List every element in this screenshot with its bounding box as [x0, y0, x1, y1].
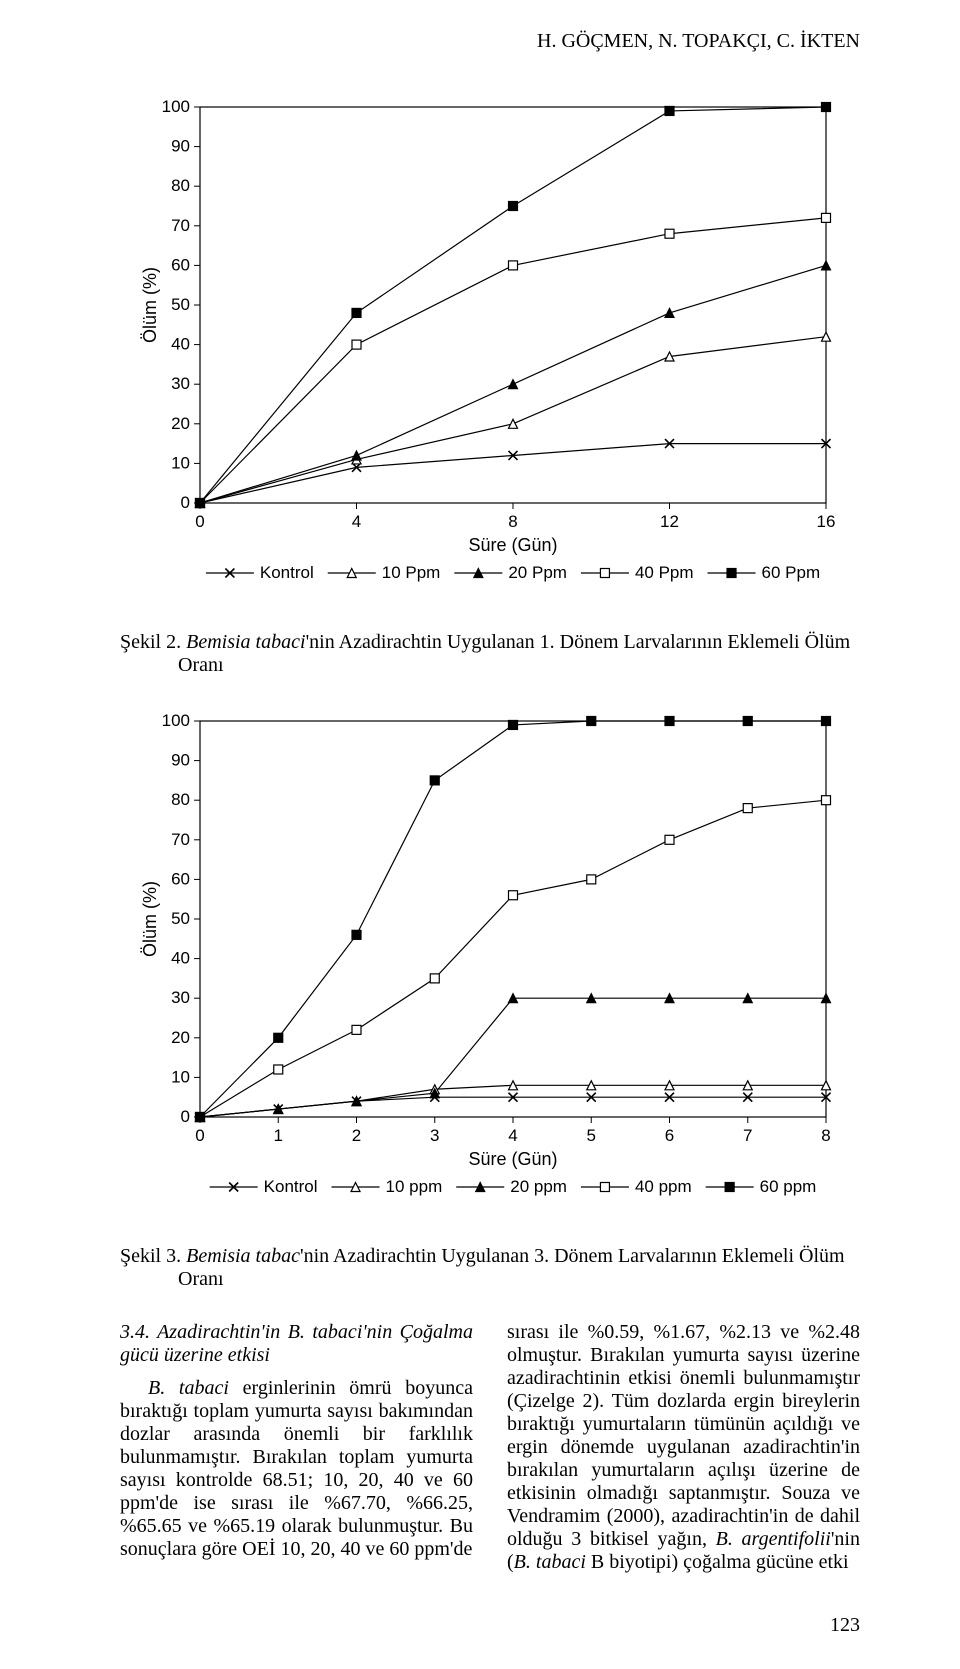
svg-text:10 Ppm: 10 Ppm	[382, 563, 441, 582]
right-column: sırası ile %0.59, %1.67, %2.13 ve %2.48 …	[507, 1321, 860, 1584]
svg-text:Ölüm (%): Ölüm (%)	[140, 881, 160, 957]
svg-text:10: 10	[171, 1067, 190, 1086]
svg-text:2: 2	[352, 1126, 361, 1145]
svg-text:0: 0	[195, 512, 204, 531]
svg-text:70: 70	[171, 830, 190, 849]
svg-text:Kontrol: Kontrol	[264, 1177, 318, 1196]
right-para: sırası ile %0.59, %1.67, %2.13 ve %2.48 …	[507, 1321, 860, 1574]
page-header: H. GÖÇMEN, N. TOPAKÇI, C. İKTEN	[120, 30, 860, 53]
svg-text:100: 100	[162, 97, 190, 116]
svg-text:90: 90	[171, 137, 190, 156]
svg-text:0: 0	[181, 493, 190, 512]
svg-text:80: 80	[171, 176, 190, 195]
svg-text:Süre (Gün): Süre (Gün)	[468, 535, 557, 555]
svg-text:40 Ppm: 40 Ppm	[635, 563, 694, 582]
svg-text:50: 50	[171, 909, 190, 928]
svg-text:10 ppm: 10 ppm	[386, 1177, 443, 1196]
svg-text:40 ppm: 40 ppm	[635, 1177, 692, 1196]
left-column: 3.4. Azadirachtin'in B. tabaci'nin Çoğal…	[120, 1321, 473, 1584]
chart-1: 0 10 20 30 40 50 60 70 80 90 100 0 4 8 12 16 Süre (Gün) Ö…	[140, 93, 840, 613]
svg-text:0: 0	[195, 1126, 204, 1145]
svg-text:40: 40	[171, 335, 190, 354]
two-column-body: 3.4. Azadirachtin'in B. tabaci'nin Çoğal…	[120, 1321, 860, 1584]
svg-text:30: 30	[171, 988, 190, 1007]
svg-text:1: 1	[274, 1126, 283, 1145]
svg-text:50: 50	[171, 295, 190, 314]
svg-text:10: 10	[171, 453, 190, 472]
svg-text:Ölüm (%): Ölüm (%)	[140, 267, 160, 343]
svg-text:70: 70	[171, 216, 190, 235]
svg-text:12: 12	[660, 512, 679, 531]
svg-text:60 ppm: 60 ppm	[760, 1177, 817, 1196]
svg-text:20 Ppm: 20 Ppm	[508, 563, 567, 582]
svg-text:90: 90	[171, 751, 190, 770]
section-title: 3.4. Azadirachtin'in B. tabaci'nin Çoğal…	[120, 1321, 473, 1367]
svg-text:3: 3	[430, 1126, 439, 1145]
svg-text:30: 30	[171, 374, 190, 393]
svg-text:Kontrol: Kontrol	[260, 563, 314, 582]
svg-text:6: 6	[665, 1126, 674, 1145]
caption-label: Şekil 3.	[120, 1245, 181, 1267]
svg-text:Süre (Gün): Süre (Gün)	[468, 1149, 557, 1169]
svg-text:100: 100	[162, 711, 190, 730]
svg-text:80: 80	[171, 790, 190, 809]
svg-text:20 ppm: 20 ppm	[510, 1177, 567, 1196]
left-para: B. tabaci erginlerinin ömrü boyunca bıra…	[120, 1377, 473, 1561]
svg-text:20: 20	[171, 1028, 190, 1047]
figure-caption-1: Şekil 2. Bemisia tabaci'nin Azadirachtin…	[120, 631, 860, 677]
svg-text:7: 7	[743, 1126, 752, 1145]
caption-label: Şekil 2.	[120, 631, 181, 653]
svg-text:40: 40	[171, 949, 190, 968]
svg-text:60: 60	[171, 869, 190, 888]
svg-text:20: 20	[171, 414, 190, 433]
svg-text:4: 4	[508, 1126, 517, 1145]
svg-text:8: 8	[508, 512, 517, 531]
svg-text:60 Ppm: 60 Ppm	[762, 563, 821, 582]
page-number: 123	[120, 1614, 860, 1637]
svg-text:60: 60	[171, 255, 190, 274]
svg-text:5: 5	[587, 1126, 596, 1145]
svg-text:8: 8	[821, 1126, 830, 1145]
figure-caption-2: Şekil 3. Bemisia tabac'nin Azadirachtin …	[120, 1245, 860, 1291]
chart-2: 0 10 20 30 40 50 60 70 80 90 100 0 1 2 3 4 5 6 7 8 Süre (Gün…	[140, 707, 840, 1227]
svg-text:0: 0	[181, 1107, 190, 1126]
svg-text:16: 16	[817, 512, 836, 531]
svg-text:4: 4	[352, 512, 361, 531]
